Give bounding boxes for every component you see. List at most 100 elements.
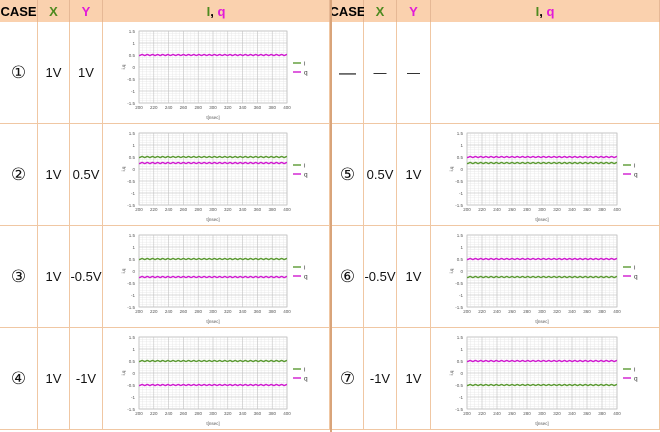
iq-chart-cell: 1.5 1 0.5 0 -0.5 -1 -1.5 200 220 240 260 280 300 320 3… xyxy=(103,22,330,124)
series-line-q xyxy=(466,155,618,158)
x-tick-label: 280 xyxy=(523,411,531,416)
y-tick-label: 0 xyxy=(132,371,135,376)
x-tick-label: 320 xyxy=(553,207,561,212)
x-axis-label: t[nsec] xyxy=(535,319,548,324)
x-tick-label: 240 xyxy=(493,207,501,212)
x-tick-label: 380 xyxy=(598,309,606,314)
y-value-cell: -0.5V xyxy=(70,226,103,328)
y-value-cell: 1V xyxy=(70,22,103,124)
x-tick-label: 200 xyxy=(463,411,471,416)
y-tick-label: 1.5 xyxy=(129,335,136,340)
iq-chart-cell: 1.5 1 0.5 0 -0.5 -1 -1.5 200 220 240 260 280 300 320 3… xyxy=(103,124,330,226)
x-tick-label: 380 xyxy=(268,207,276,212)
case-cell: ① xyxy=(0,22,38,124)
x-tick-label: 260 xyxy=(508,207,516,212)
series-line-i xyxy=(138,359,288,362)
x-tick-label: 400 xyxy=(613,309,621,314)
x-tick-label: 240 xyxy=(493,411,501,416)
legend-label-q: q xyxy=(634,171,638,178)
case-cell: — xyxy=(332,22,364,124)
case-cell: ④ xyxy=(0,328,38,430)
series-line-q xyxy=(466,359,618,362)
x-tick-label: 400 xyxy=(283,411,291,416)
y-tick-label: 1 xyxy=(132,245,135,250)
y-tick-label: 0 xyxy=(132,269,135,274)
y-axis-label: i,q xyxy=(121,166,126,171)
x-tick-label: 300 xyxy=(209,309,217,314)
x-value-cell: 1V xyxy=(38,22,70,124)
x-tick-label: 400 xyxy=(613,207,621,212)
series-line-q xyxy=(138,53,288,56)
header-case-left: CASE xyxy=(0,0,38,22)
header-q-label: q xyxy=(546,3,555,19)
legend-label-q: q xyxy=(304,273,308,280)
x-tick-label: 340 xyxy=(239,309,247,314)
y-tick-label: -1.5 xyxy=(127,101,135,106)
legend-label-q: q xyxy=(634,375,638,382)
x-tick-label: 380 xyxy=(268,309,276,314)
x-tick-label: 280 xyxy=(194,309,202,314)
y-tick-label: 1.5 xyxy=(457,131,464,136)
legend-label-q: q xyxy=(304,69,308,76)
y-value-cell: 1V xyxy=(397,124,431,226)
x-tick-label: 200 xyxy=(463,207,471,212)
y-tick-label: 0 xyxy=(460,167,463,172)
y-tick-label: 1 xyxy=(460,245,463,250)
y-tick-label: -0.5 xyxy=(455,179,463,184)
x-tick-label: 320 xyxy=(553,411,561,416)
legend-label-i: i xyxy=(634,366,635,373)
y-tick-label: 0 xyxy=(460,371,463,376)
x-tick-label: 240 xyxy=(165,207,173,212)
x-tick-label: 360 xyxy=(254,411,262,416)
series-line-i xyxy=(466,275,618,278)
series-line-i xyxy=(466,383,618,386)
y-tick-label: -0.5 xyxy=(127,77,135,82)
column-divider xyxy=(330,0,332,432)
x-tick-label: 220 xyxy=(150,105,158,110)
legend-label-q: q xyxy=(634,273,638,280)
x-tick-label: 380 xyxy=(268,411,276,416)
y-tick-label: 1.5 xyxy=(129,233,136,238)
y-tick-label: 1 xyxy=(460,347,463,352)
x-tick-label: 220 xyxy=(150,207,158,212)
series-line-q xyxy=(466,257,618,260)
x-tick-label: 260 xyxy=(180,207,188,212)
y-axis-label: i,q xyxy=(121,268,126,273)
x-tick-label: 360 xyxy=(254,105,262,110)
y-tick-label: 1.5 xyxy=(457,233,464,238)
y-tick-label: -1.5 xyxy=(455,203,463,208)
x-tick-label: 300 xyxy=(538,411,546,416)
y-axis-label: i,q xyxy=(449,370,454,375)
x-tick-label: 240 xyxy=(165,105,173,110)
y-axis-label: i,q xyxy=(449,166,454,171)
x-tick-label: 260 xyxy=(180,411,188,416)
y-value-cell: -1V xyxy=(70,328,103,430)
series-line-q xyxy=(138,275,288,278)
y-tick-label: 0 xyxy=(132,167,135,172)
x-tick-label: 400 xyxy=(283,309,291,314)
y-tick-label: -1 xyxy=(131,89,135,94)
x-tick-label: 340 xyxy=(568,309,576,314)
x-tick-label: 380 xyxy=(598,207,606,212)
y-tick-label: 1 xyxy=(132,347,135,352)
legend-label-i: i xyxy=(304,264,305,271)
x-tick-label: 340 xyxy=(239,207,247,212)
x-tick-label: 300 xyxy=(209,411,217,416)
x-axis-label: t[nsec] xyxy=(206,319,219,324)
y-axis-label: i,q xyxy=(121,370,126,375)
x-axis-label: t[nsec] xyxy=(206,217,219,222)
x-tick-label: 360 xyxy=(254,207,262,212)
series-line-q xyxy=(138,161,288,164)
iq-chart-cell: 1.5 1 0.5 0 -0.5 -1 -1.5 200 220 240 260 280 300 320 3… xyxy=(431,226,660,328)
header-q-label: q xyxy=(217,3,226,19)
x-value-cell: — xyxy=(364,22,397,124)
y-value-cell: 1V xyxy=(397,226,431,328)
x-tick-label: 300 xyxy=(538,207,546,212)
y-value-cell: — xyxy=(397,22,431,124)
x-tick-label: 240 xyxy=(165,309,173,314)
